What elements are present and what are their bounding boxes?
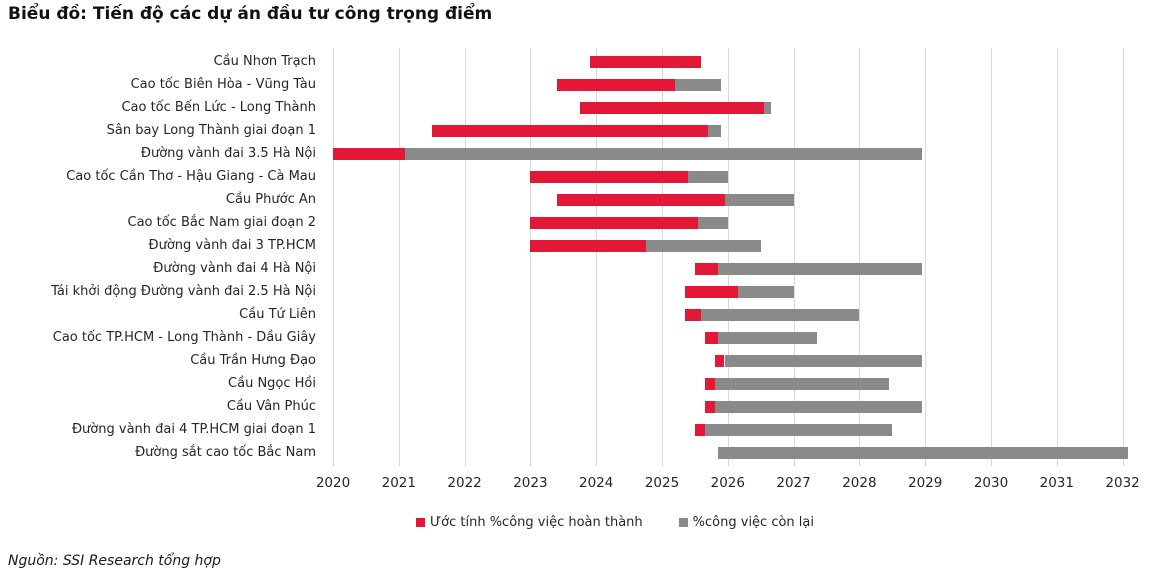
bar-segment-completed: [530, 171, 689, 183]
y-axis-label: Cao tốc Cần Thơ - Hậu Giang - Cà Mau: [66, 169, 316, 184]
bar-segment-remaining: [717, 263, 922, 275]
bar-segment-remaining: [675, 79, 722, 91]
bar-segment-completed: [431, 125, 709, 137]
chart-title: Biểu đồ: Tiến độ các dự án đầu tư công t…: [8, 4, 493, 24]
y-axis-label: Đường vành đai 3 TP.HCM: [148, 238, 316, 253]
x-axis-tick-2024: 2024: [579, 475, 614, 491]
x-axis-tick-2029: 2029: [908, 475, 943, 491]
bar-segment-completed: [704, 378, 715, 390]
y-axis-label: Cầu Phước An: [225, 192, 316, 207]
bar-segment-completed: [685, 309, 702, 321]
bar-segment-remaining: [405, 148, 922, 160]
bar-segment-completed: [685, 286, 738, 298]
bar-segment-completed: [530, 240, 646, 252]
bar-segment-completed: [704, 332, 718, 344]
bar-segment-completed: [714, 355, 725, 367]
bar-segment-completed: [579, 102, 764, 114]
y-axis-label: Đường sắt cao tốc Bắc Nam: [135, 445, 316, 460]
y-axis-label: Đường vành đai 4 Hà Nội: [153, 261, 316, 276]
y-axis-label: Cao tốc Bắc Nam giai đoạn 2: [127, 215, 317, 230]
y-axis-label: Đường vành đai 3.5 Hà Nội: [140, 146, 316, 161]
y-axis-label: Cầu Nhơn Trạch: [213, 54, 316, 69]
gridline-2020: [333, 48, 334, 466]
gridline-2024: [596, 48, 598, 466]
y-axis-label: Tái khởi động Đường vành đai 2.5 Hà Nội: [51, 284, 316, 299]
y-axis-label: Cầu Vân Phúc: [226, 399, 316, 414]
bar-segment-completed: [556, 79, 676, 91]
x-axis-tick-2022: 2022: [447, 475, 482, 491]
bar-segment-completed: [704, 401, 715, 413]
bar-segment-remaining: [714, 378, 889, 390]
gridline-2031: [1056, 48, 1058, 466]
source-note: Nguồn: SSI Research tổng hợp: [8, 553, 221, 569]
gridline-2023: [530, 48, 532, 466]
bar-segment-remaining: [763, 102, 771, 114]
gridline-2022: [464, 48, 466, 466]
bar-segment-completed: [333, 148, 406, 160]
y-axis-label: Cầu Ngọc Hồi: [228, 376, 316, 391]
y-axis-label: Cao tốc TP.HCM - Long Thành - Dầu Giây: [52, 330, 316, 345]
y-axis-label: Cao tốc Bến Lức - Long Thành: [121, 100, 316, 115]
y-axis-label: Cao tốc Biên Hòa - Vũng Tàu: [130, 77, 316, 92]
bar-segment-completed: [530, 217, 699, 229]
bar-segment-remaining: [724, 194, 794, 206]
bar-segment-remaining: [704, 424, 893, 436]
x-axis-tick-2032: 2032: [1105, 475, 1140, 491]
bar-segment-remaining: [688, 171, 728, 183]
legend-item-remaining: %công việc còn lại: [678, 515, 814, 530]
x-axis-tick-2031: 2031: [1039, 475, 1074, 491]
gridline-2026: [727, 48, 729, 466]
legend-label-remaining: %công việc còn lại: [692, 515, 814, 530]
gridline-2025: [662, 48, 663, 466]
gridline-2032: [1122, 48, 1124, 466]
legend-label-completed: Ước tính %công việc hoàn thành: [429, 515, 643, 530]
bar-segment-remaining: [737, 286, 794, 298]
x-axis-tick-2030: 2030: [973, 475, 1009, 491]
gridline-2028: [859, 48, 861, 466]
y-axis-label: Đường vành đai 4 TP.HCM giai đoạn 1: [71, 422, 316, 437]
gridline-2029: [925, 48, 927, 466]
bar-segment-completed: [556, 194, 725, 206]
y-axis-label: Sân bay Long Thành giai đoạn 1: [106, 123, 316, 138]
legend-item-completed: Ước tính %công việc hoàn thành: [415, 515, 643, 530]
x-axis-tick-2023: 2023: [513, 475, 548, 491]
x-axis-tick-2026: 2026: [710, 475, 745, 491]
bar-segment-remaining: [701, 309, 860, 321]
bar-segment-remaining: [724, 355, 922, 367]
completed-swatch-icon: [415, 518, 425, 527]
bar-segment-remaining: [717, 332, 817, 344]
bar-segment-remaining: [714, 401, 922, 413]
bar-segment-completed: [694, 424, 705, 436]
bar-segment-remaining: [708, 125, 722, 137]
x-axis-tick-2027: 2027: [776, 475, 811, 491]
x-axis-tick-2028: 2028: [842, 475, 877, 491]
bar-segment-remaining: [698, 217, 728, 229]
y-axis-label: Cầu Tứ Liên: [239, 307, 316, 322]
x-axis-tick-2021: 2021: [381, 475, 416, 491]
y-axis-label: Cầu Trần Hưng Đạo: [190, 353, 316, 368]
legend: Ước tính %công việc hoàn thành %công việ…: [300, 515, 930, 530]
gridline-2030: [991, 48, 992, 466]
remaining-swatch-icon: [678, 518, 688, 527]
bar-segment-remaining: [645, 240, 761, 252]
gridline-2021: [398, 48, 400, 466]
bar-segment-completed: [694, 263, 718, 275]
x-axis-tick-2025: 2025: [644, 475, 680, 491]
x-axis-tick-2020: 2020: [315, 475, 351, 491]
bar-segment-remaining: [717, 447, 1128, 459]
bar-segment-completed: [589, 56, 702, 68]
gridline-2027: [793, 48, 795, 466]
